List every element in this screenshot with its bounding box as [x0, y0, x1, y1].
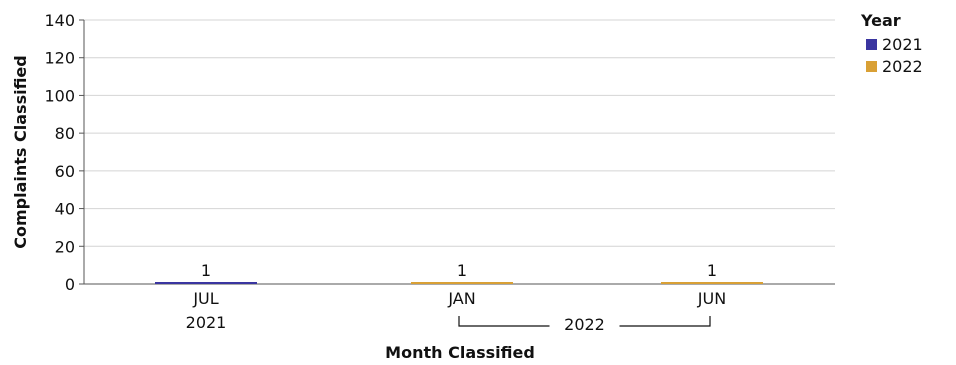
bars	[155, 282, 763, 284]
bar-jan-2022	[411, 282, 513, 284]
x-axis-ticks: JUL JAN JUN	[192, 289, 726, 308]
y-tick-label: 60	[55, 162, 75, 181]
x-group-label-2022: 2022	[564, 315, 605, 334]
data-label: 1	[707, 261, 717, 280]
legend-label-2022: 2022	[882, 57, 923, 76]
legend-title: Year	[860, 11, 901, 30]
x-group-label-2021: 2021	[186, 313, 227, 332]
data-label: 1	[457, 261, 467, 280]
y-tick-label: 100	[44, 86, 75, 105]
x-tick-month: JAN	[447, 289, 475, 308]
data-label: 1	[201, 261, 211, 280]
y-axis-title: Complaints Classified	[11, 55, 30, 248]
x-axis-year-groups: 2021 2022	[186, 313, 711, 334]
x-group-bracket-2022	[458, 316, 711, 327]
legend: Year 2021 2022	[860, 11, 923, 76]
bar-jul-2021	[155, 282, 257, 284]
legend-items: 2021 2022	[866, 35, 923, 76]
data-labels: 1 1 1	[201, 261, 717, 280]
bar-jun-2022	[661, 282, 763, 284]
y-tick-label: 40	[55, 200, 75, 219]
legend-label-2021: 2021	[882, 35, 923, 54]
x-axis-title: Month Classified	[385, 343, 535, 362]
y-tick-label: 20	[55, 237, 75, 256]
grid-lines	[84, 19, 835, 247]
y-tick-label: 140	[44, 11, 75, 30]
legend-swatch-2022	[866, 61, 877, 72]
y-tick-label: 0	[65, 275, 75, 294]
y-tick-label: 80	[55, 124, 75, 143]
y-axis-ticks: 0 20 40 60 80 100 120 140	[44, 11, 84, 294]
y-tick-label: 120	[44, 49, 75, 68]
legend-swatch-2021	[866, 39, 877, 50]
x-tick-month: JUN	[697, 289, 726, 308]
x-tick-month: JUL	[192, 289, 218, 308]
